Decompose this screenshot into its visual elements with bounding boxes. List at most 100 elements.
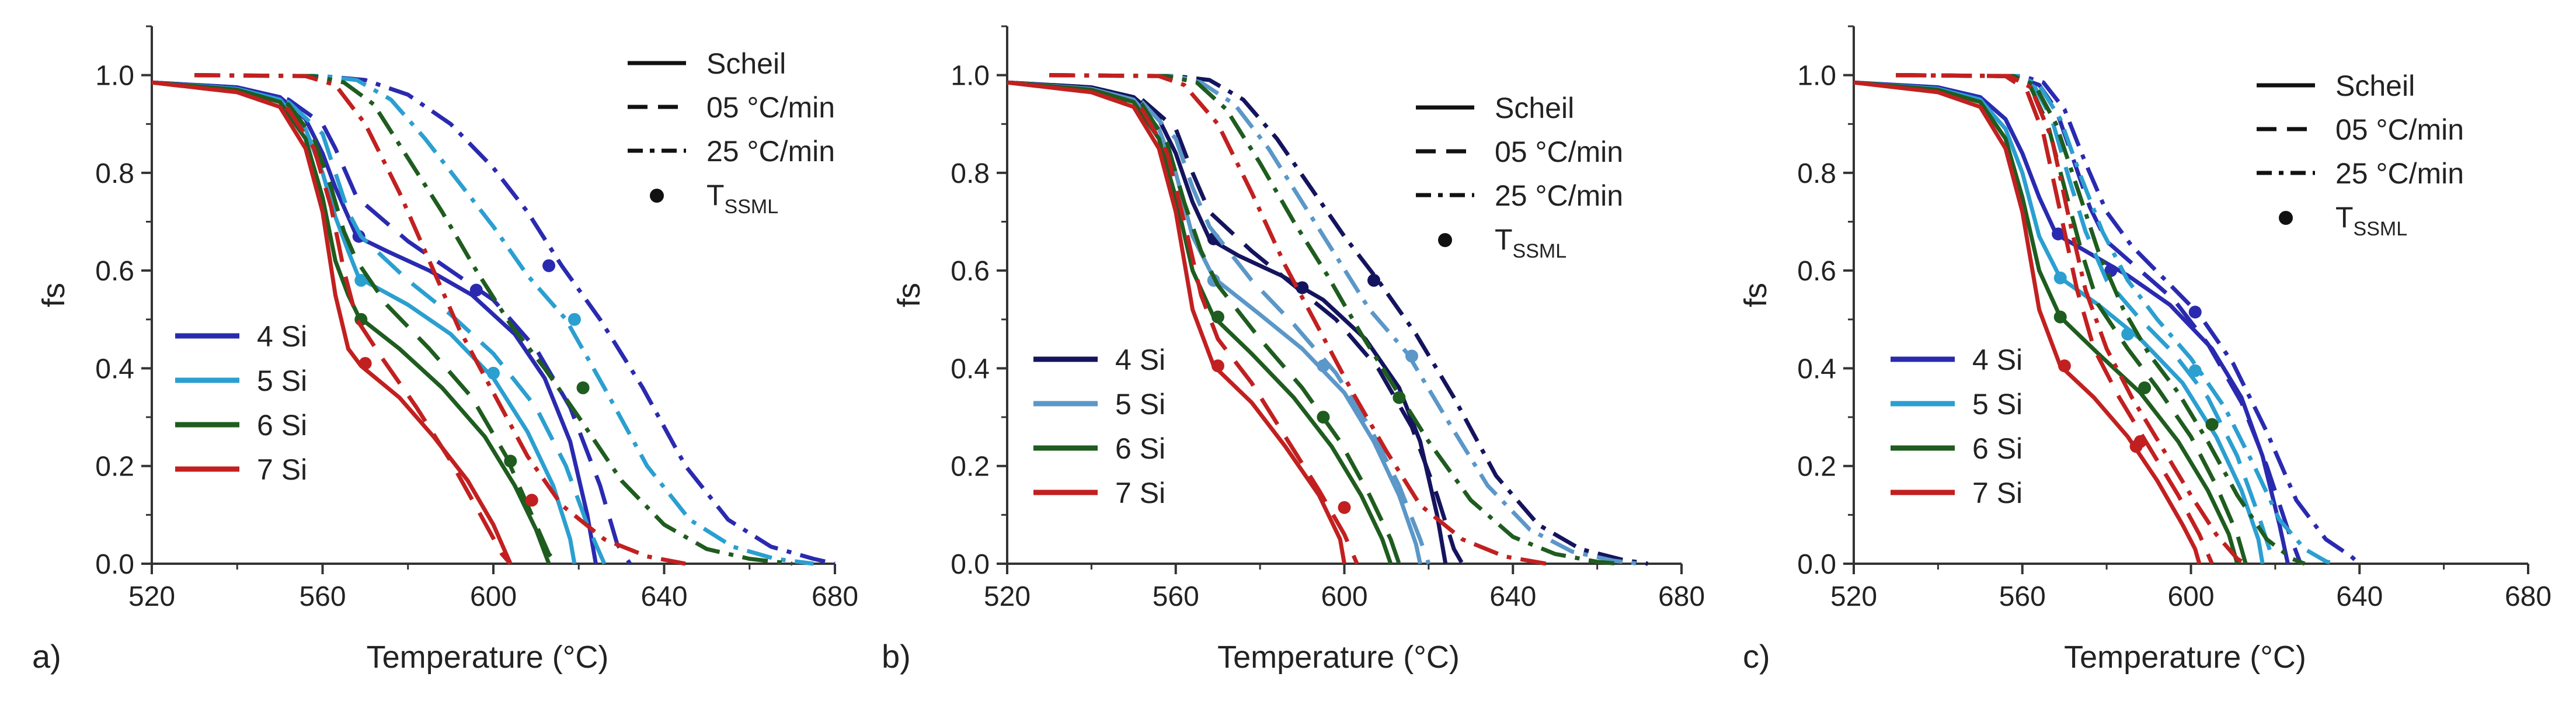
curve-7si-scheil (151, 80, 513, 565)
y-tick-label: 0.2 (951, 452, 990, 483)
curve-5si-c25 (194, 73, 814, 566)
legend-label: 25 °C/min (2335, 157, 2464, 190)
tssml-point (2188, 364, 2202, 377)
tssml-point (1405, 349, 1418, 363)
curve-6si-c05 (1007, 80, 1401, 565)
x-tick-label: 600 (2167, 581, 2214, 612)
legend-label: TSSML (706, 179, 778, 218)
legend-series-label: 4 Si (1115, 343, 1165, 376)
tssml-point (354, 273, 368, 287)
y-tick-label: 0.8 (95, 158, 134, 189)
x-axis-label: Temperature (°C) (367, 640, 609, 675)
y-tick-label: 0.6 (1797, 256, 1836, 287)
tssml-point (487, 366, 500, 380)
x-tick-label: 560 (1999, 581, 2046, 612)
curve-4si-c05 (151, 80, 632, 565)
curve-6si-c25 (1049, 73, 1619, 566)
tssml-point (2121, 327, 2135, 341)
tssml-point (504, 454, 517, 468)
y-tick-label: 0.4 (951, 353, 990, 384)
x-tick-label: 600 (470, 581, 517, 612)
legend-label: 25 °C/min (1495, 179, 1623, 212)
legend-label: 05 °C/min (2335, 113, 2464, 146)
tssml-point (568, 313, 581, 326)
tssml-point (1296, 281, 1309, 294)
tssml-point (1317, 411, 1330, 424)
tssml-point (2133, 435, 2147, 448)
curve-6si-c25 (194, 73, 793, 566)
curve-7si-c05 (1007, 80, 1359, 565)
y-axis-label: fs (1738, 283, 1773, 307)
legend-label-subscript: SSML (2354, 218, 2408, 240)
chart-panel-3: 520 560 600 640 680 0.0 0.2 0.4 0.6 0.8 1.0 Tempera… (1738, 25, 2551, 675)
legend-label-subscript: SSML (725, 196, 779, 218)
tssml-point (542, 259, 556, 272)
curve-6si-c05 (151, 80, 559, 565)
y-tick-label: 0.4 (95, 353, 134, 384)
legend-series-label: 7 Si (1115, 477, 1165, 509)
curve-6si-c25 (1896, 73, 2306, 566)
x-tick-label: 560 (299, 581, 346, 612)
tssml-point (358, 357, 372, 370)
tssml-point (2053, 271, 2067, 284)
y-tick-label: 0.6 (95, 256, 134, 287)
legend-label-subscript: SSML (1513, 240, 1567, 262)
panel-label: a) (32, 638, 61, 675)
x-tick-label: 640 (640, 581, 687, 612)
tssml-point (2052, 227, 2065, 241)
x-tick-label: 640 (2336, 581, 2383, 612)
tssml-point (2188, 306, 2202, 319)
legend-series-label: 7 Si (257, 453, 307, 486)
panel-label: c) (1743, 638, 1770, 675)
legend-marker-dot (1438, 233, 1452, 247)
x-tick-label: 680 (812, 581, 858, 612)
x-tick-label: 680 (1658, 581, 1705, 612)
x-axis-label: Temperature (°C) (2064, 640, 2306, 675)
curve-5si-c25 (1896, 73, 2335, 566)
y-tick-label: 0.6 (951, 256, 990, 287)
curve-5si-c05 (151, 80, 607, 565)
legend-label: 05 °C/min (706, 91, 835, 124)
x-tick-label: 520 (128, 581, 175, 612)
x-tick-label: 520 (984, 581, 1031, 612)
y-tick-label: 0.0 (951, 549, 990, 580)
tssml-point (576, 381, 590, 394)
curve-5si-scheil (1007, 80, 1422, 564)
legend-series-label: 4 Si (1972, 343, 2022, 376)
panel-label: b) (882, 638, 911, 675)
curve-7si-c05 (1896, 73, 2214, 565)
curve-4si-c05 (1007, 80, 1464, 565)
legend-label: TSSML (1495, 223, 1567, 262)
tssml-point (2138, 381, 2152, 394)
y-tick-label: 0.2 (1797, 452, 1836, 483)
legend-label: Scheil (1495, 92, 1574, 124)
legend-series-label: 6 Si (257, 409, 307, 442)
x-tick-label: 560 (1153, 581, 1199, 612)
curve-4si-c25 (1049, 73, 1648, 566)
curve-7si-c25 (194, 73, 686, 566)
y-tick-label: 0.8 (951, 158, 990, 189)
x-tick-label: 600 (1321, 581, 1367, 612)
legend-series-label: 5 Si (257, 365, 307, 397)
x-tick-label: 680 (2505, 581, 2551, 612)
curve-4si-c25 (1896, 73, 2361, 565)
legend-series-label: 5 Si (1972, 388, 2022, 421)
legend-label: Scheil (706, 47, 786, 80)
y-tick-label: 1.0 (95, 61, 134, 92)
legend-marker-dot (2279, 211, 2293, 225)
y-tick-label: 0.0 (95, 549, 134, 580)
y-tick-label: 0.2 (95, 452, 134, 483)
tssml-point (525, 494, 538, 507)
legend-series-label: 6 Si (1972, 432, 2022, 465)
tssml-point (1317, 359, 1330, 373)
curve-5si-c05 (1007, 80, 1431, 565)
tssml-point (1211, 359, 1224, 373)
y-tick-label: 0.0 (1797, 549, 1836, 580)
chart-panel-2: 520 560 600 640 680 0.0 0.2 0.4 0.6 0.8 1.0 Tempera… (882, 25, 1705, 675)
legend-label: 05 °C/min (1495, 136, 1623, 168)
curve-7si-c25 (1049, 73, 1547, 566)
legend-series-label: 5 Si (1115, 388, 1165, 421)
chart-panel-1: 520 560 600 640 680 0.0 0.2 0.4 0.6 0.8 1.0 Tempera… (32, 25, 858, 675)
curve-4si-c25 (194, 73, 836, 566)
y-tick-label: 1.0 (951, 61, 990, 92)
